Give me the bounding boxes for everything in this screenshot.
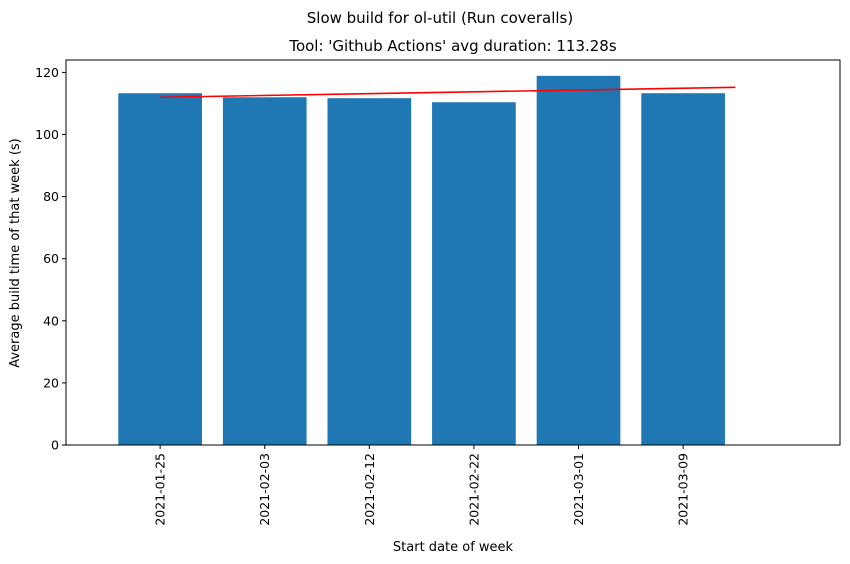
y-tick-label: 20 xyxy=(43,375,59,390)
y-tick-label: 100 xyxy=(35,127,59,142)
bar-2021-03-01 xyxy=(536,75,621,445)
bar-2021-01-25 xyxy=(118,93,202,445)
x-tick-label: 2021-02-03 xyxy=(257,453,272,526)
y-tick-label: 80 xyxy=(43,189,59,204)
bar-2021-02-12 xyxy=(327,98,412,445)
plot-frame xyxy=(65,59,841,446)
y-tick-label: 120 xyxy=(35,65,59,80)
trend-line-group xyxy=(160,86,736,99)
chart-suptitle: Slow build for ol-util (Run coveralls) xyxy=(307,9,573,27)
y-axis-ticks: 0 20 40 60 80 100 120 xyxy=(35,65,66,453)
trend-line xyxy=(160,86,736,99)
x-axis-label: Start date of week xyxy=(393,540,514,555)
chart-title: Tool: 'Github Actions' avg duration: 113… xyxy=(288,37,617,55)
bars-group xyxy=(118,75,725,446)
x-tick-label: 2021-01-25 xyxy=(153,453,168,526)
bar-2021-03-09 xyxy=(641,93,725,445)
x-tick-label: 2021-02-22 xyxy=(466,453,481,526)
bar-2021-02-03 xyxy=(222,97,307,446)
x-tick-label: 2021-03-01 xyxy=(571,453,586,526)
x-axis-ticks: 2021-01-25 2021-02-03 2021-02-12 2021-02-22… xyxy=(153,445,691,526)
bar-2021-02-22 xyxy=(432,102,516,446)
y-axis-label: Average build time of that week (s) xyxy=(8,138,23,368)
x-tick-label: 2021-03-09 xyxy=(676,453,691,526)
x-tick-label: 2021-02-12 xyxy=(362,453,377,526)
y-tick-label: 60 xyxy=(43,251,59,266)
y-tick-label: 40 xyxy=(43,313,59,328)
y-tick-label: 0 xyxy=(51,438,59,453)
